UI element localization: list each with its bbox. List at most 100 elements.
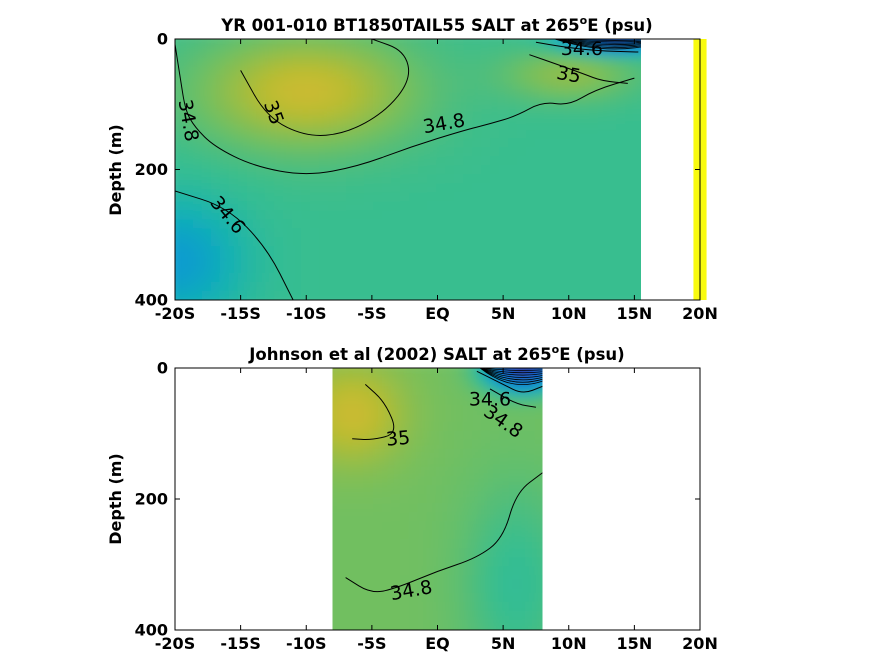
field-cell (229, 75, 239, 85)
field-cell (328, 638, 338, 648)
field-cell (418, 611, 428, 621)
field-cell (598, 449, 608, 459)
field-cell (526, 593, 536, 603)
field-cell (571, 147, 581, 157)
field-cell (274, 291, 284, 300)
field-cell (301, 422, 311, 432)
field-cell (220, 165, 230, 175)
field-cell (679, 458, 689, 468)
field-cell (454, 39, 464, 49)
field-cell (679, 467, 689, 477)
field-cell (562, 273, 572, 283)
field-cell (544, 138, 554, 148)
field-cell (373, 566, 383, 576)
field-cell (589, 539, 599, 549)
field-cell (332, 503, 338, 513)
field-cell (319, 611, 329, 621)
field-cell (652, 512, 662, 522)
field-cell (184, 386, 194, 396)
field-cell (526, 440, 536, 450)
field-cell (625, 458, 635, 468)
field-cell (319, 255, 329, 265)
field-cell (193, 485, 203, 495)
field-cell (499, 368, 509, 378)
field-cell (382, 273, 392, 283)
field-cell (661, 431, 671, 441)
field-cell (481, 431, 491, 441)
field-cell (679, 129, 689, 139)
field-cell (211, 476, 221, 486)
field-cell (274, 368, 284, 378)
field-cell (634, 485, 644, 495)
field-cell (706, 521, 716, 531)
field-cell (490, 183, 500, 193)
field-cell (382, 66, 392, 76)
field-cell (319, 557, 329, 567)
field-cell (238, 192, 248, 202)
field-cell (328, 174, 338, 184)
field-cell (445, 57, 455, 67)
field-cell (454, 449, 464, 459)
field-cell (247, 138, 257, 148)
field-cell (643, 75, 653, 85)
field-cell (211, 386, 221, 396)
field-cell (571, 485, 581, 495)
field-cell (607, 377, 617, 387)
field-cell (553, 192, 563, 202)
field-cell (373, 111, 383, 121)
field-cell (346, 219, 356, 229)
field-cell (409, 611, 419, 621)
field-cell (436, 476, 446, 486)
field-cell (337, 273, 347, 283)
field-cell (481, 147, 491, 157)
field-cell (670, 467, 680, 477)
field-cell (400, 120, 410, 130)
field-cell (274, 120, 284, 130)
field-cell (418, 246, 428, 256)
field-cell (445, 48, 455, 58)
field-cell (553, 566, 563, 576)
field-cell (274, 102, 284, 112)
field-cell (616, 602, 626, 612)
field-cell (382, 449, 392, 459)
field-cell (634, 422, 644, 432)
field-cell (319, 66, 329, 76)
field-cell (436, 57, 446, 67)
field-cell (238, 120, 248, 130)
field-cell (265, 521, 275, 531)
field-cell (616, 431, 626, 441)
field-cell (670, 530, 680, 540)
field-cell (265, 147, 275, 157)
field-cell (229, 237, 239, 247)
field-cell (229, 386, 239, 396)
field-cell (274, 593, 284, 603)
field-cell (292, 458, 302, 468)
field-cell (526, 129, 536, 139)
field-cell (616, 174, 626, 184)
field-cell (229, 219, 239, 229)
field-cell (265, 620, 275, 630)
field-cell (580, 156, 590, 166)
field-cell (247, 147, 257, 157)
field-cell (679, 165, 689, 175)
field-cell (580, 273, 590, 283)
field-cell (580, 102, 590, 112)
field-cell (256, 575, 266, 585)
field-cell (517, 228, 527, 238)
field-cell (364, 174, 374, 184)
field-cell (310, 458, 320, 468)
field-cell (679, 575, 689, 585)
field-cell (436, 431, 446, 441)
field-cell (409, 264, 419, 274)
field-cell (625, 57, 635, 67)
field-cell (337, 611, 347, 621)
field-cell (598, 39, 608, 49)
field-cell (454, 422, 464, 432)
field-cell (472, 75, 482, 85)
field-cell (643, 377, 653, 387)
field-cell (598, 422, 608, 432)
field-cell (229, 395, 239, 405)
field-cell (598, 147, 608, 157)
field-cell (535, 512, 543, 522)
field-cell (706, 449, 716, 459)
